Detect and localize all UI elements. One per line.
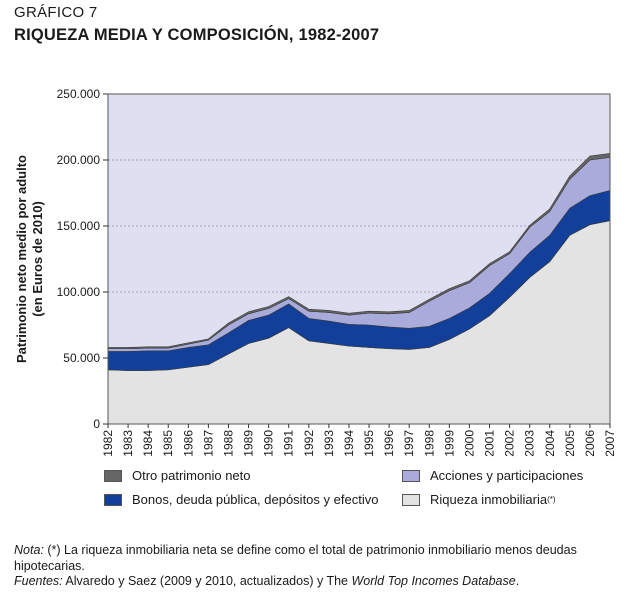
sources-label: Fuentes: (14, 574, 63, 588)
legend-label-acciones: Acciones y participaciones (430, 468, 584, 483)
x-tick-label: 2005 (563, 430, 577, 457)
x-tick-label: 2004 (543, 430, 557, 457)
x-tick-label: 1992 (302, 430, 316, 457)
x-tick-label: 2007 (603, 430, 617, 457)
plot-frame (107, 93, 611, 425)
chart-notes: Nota: (*) La riqueza inmobiliaria neta s… (14, 543, 626, 590)
legend-swatch-acciones (402, 469, 420, 482)
x-tick-label: 1990 (262, 430, 276, 457)
x-tick-label: 2002 (503, 430, 517, 457)
legend-swatch-otro-patrimonio (104, 469, 122, 482)
legend-item-otro-patrimonio: Otro patrimonio neto (104, 468, 251, 483)
wealth-composition-chart: 0 50.000 100.000 150.000 200.000 250.000 1982… (14, 87, 617, 457)
legend-label-bonos: Bonos, deuda pública, depósitos y efecti… (132, 492, 379, 507)
x-tick-label: 1984 (141, 430, 155, 457)
y-tick-label: 250.000 (57, 87, 101, 101)
chart-title: RIQUEZA MEDIA Y COMPOSICIÓN, 1982-2007 (14, 26, 380, 44)
y-axis-label-line2: (en Euros de 2010) (30, 201, 45, 317)
x-tick-label: 2001 (483, 430, 497, 457)
note-line: Nota: (*) La riqueza inmobiliaria neta s… (14, 543, 626, 574)
x-tick-label: 1982 (101, 430, 115, 457)
x-tick-label: 1999 (442, 430, 456, 457)
x-tick-label: 2003 (523, 430, 537, 457)
x-tick-label: 1989 (242, 430, 256, 457)
x-axis-ticks: 1982 1983 1984 1985 1986 1987 1988 1989 1990 1991… (101, 424, 617, 457)
legend-label-otro-patrimonio: Otro patrimonio neto (132, 468, 251, 483)
sources-italic: World Top Incomes Database (351, 574, 516, 588)
y-axis-ticks: 0 50.000 100.000 150.000 200.000 250.000 (57, 87, 108, 431)
legend-item-acciones: Acciones y participaciones (402, 468, 583, 483)
legend-item-bonos: Bonos, deuda pública, depósitos y efecti… (104, 492, 378, 507)
y-tick-label: 100.000 (57, 285, 101, 299)
x-tick-label: 2006 (583, 430, 597, 457)
x-tick-label: 1995 (362, 430, 376, 457)
chart-legend: Otro patrimonio neto Acciones y particip… (104, 468, 604, 516)
x-tick-label: 1988 (221, 430, 235, 457)
x-tick-label: 1998 (422, 430, 436, 457)
sources-end: . (515, 574, 520, 588)
chart-kicker: GRÁFICO 7 (14, 4, 98, 21)
y-tick-label: 0 (93, 417, 100, 431)
x-tick-label: 1985 (161, 430, 175, 457)
legend-label-riqueza: Riqueza inmobiliaria (430, 492, 548, 507)
legend-swatch-riqueza (402, 493, 420, 506)
y-tick-label: 200.000 (57, 153, 101, 167)
legend-item-riqueza-inmobiliaria: Riqueza inmobiliaria (*) (402, 492, 556, 507)
note-label: Nota: (14, 543, 44, 557)
y-axis-label-line1: Patrimonio neto medio por adulto (14, 155, 29, 363)
legend-label-riqueza-sup: (*) (547, 495, 556, 504)
x-tick-label: 1993 (322, 430, 336, 457)
sources-text: Alvaredo y Saez (2009 y 2010, actualizad… (62, 574, 352, 588)
x-tick-label: 2000 (462, 430, 476, 457)
legend-swatch-bonos (104, 493, 122, 506)
x-tick-label: 1994 (342, 430, 356, 457)
y-tick-label: 50.000 (63, 351, 100, 365)
note-text: (*) La riqueza inmobiliaria neta se defi… (14, 543, 577, 573)
x-tick-label: 1987 (201, 430, 215, 457)
x-tick-label: 1996 (382, 430, 396, 457)
x-tick-label: 1986 (181, 430, 195, 457)
y-tick-label: 150.000 (57, 219, 101, 233)
x-tick-label: 1983 (121, 430, 135, 457)
x-tick-label: 1991 (282, 430, 296, 457)
sources-line: Fuentes: Alvaredo y Saez (2009 y 2010, a… (14, 574, 626, 590)
x-tick-label: 1997 (402, 430, 416, 457)
